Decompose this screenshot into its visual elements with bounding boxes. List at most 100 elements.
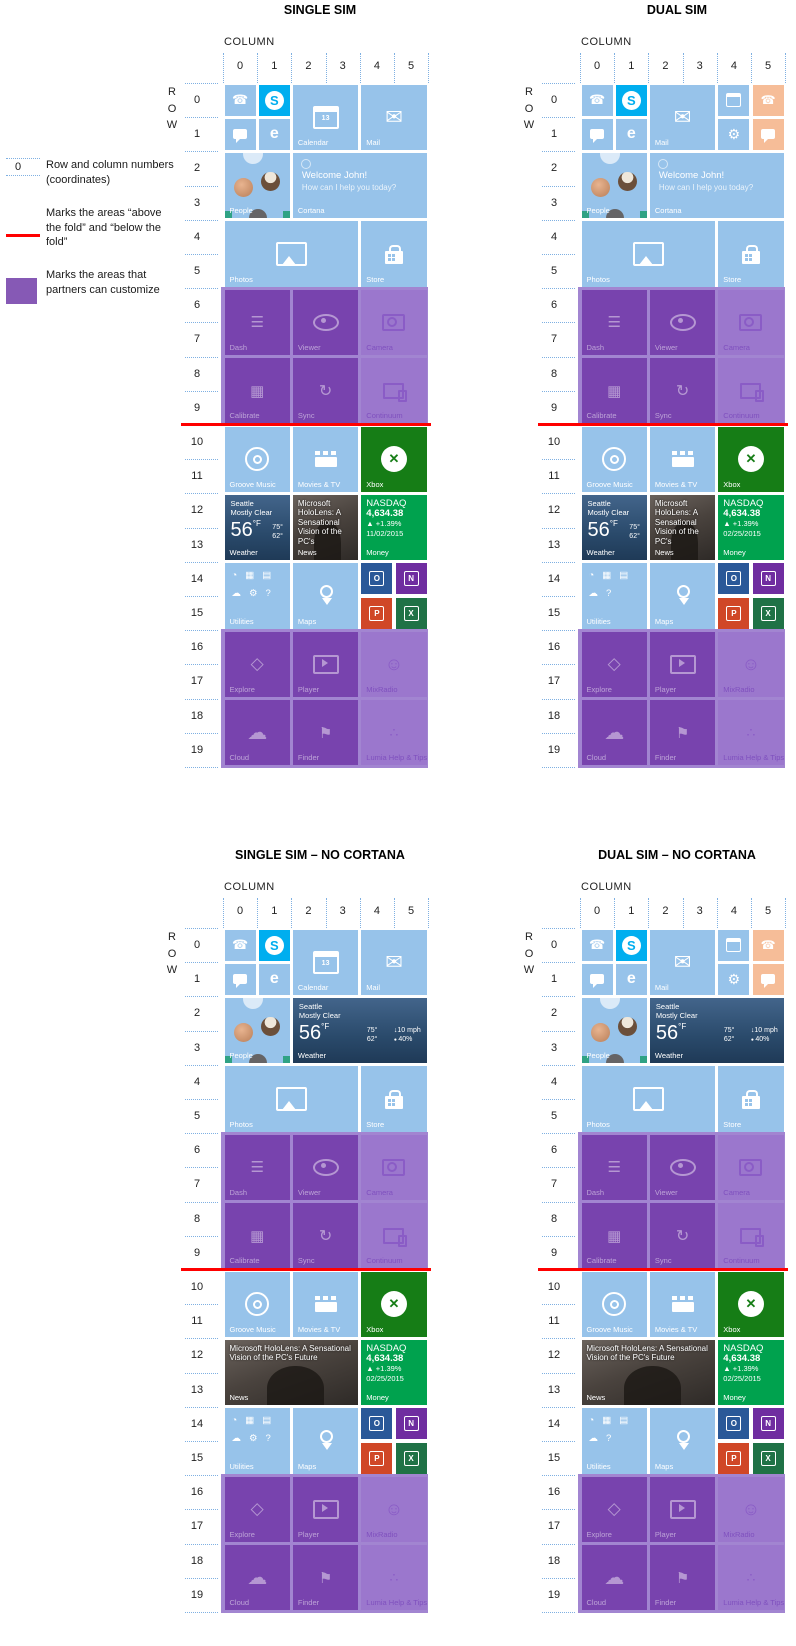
row-tick (185, 254, 218, 255)
tile-label: Cloud (586, 753, 607, 763)
sync-tile: ↻ Sync (649, 1203, 716, 1269)
money-value: 4,634.38 (723, 507, 761, 519)
weather-temp: 56°F (298, 1021, 330, 1044)
movies-tv-tile-icon (293, 1272, 358, 1337)
camera-tile-icon (718, 1135, 783, 1200)
legend: 0 Row and column numbers (coordinates) M… (6, 158, 184, 322)
row-number: 3 (550, 196, 558, 209)
phone-tile-icon: ☎ (225, 85, 256, 116)
camera-tile: Camera (718, 289, 784, 356)
tile-label: Store (366, 274, 385, 284)
row-tick (185, 1064, 218, 1066)
skype-tile-icon: S (616, 85, 647, 116)
store-bag-icon (384, 244, 403, 264)
weather-wind: 10 mph (751, 1026, 777, 1035)
row-number: 6 (550, 299, 558, 312)
row-tick (542, 493, 575, 495)
app-glyph-icon: ◇ (250, 1499, 264, 1519)
row-tick (542, 288, 575, 290)
store-tile-icon (718, 1066, 783, 1131)
cortana-greeting: Welcome John! (301, 169, 368, 181)
row-tick (185, 1030, 218, 1032)
office-icon-wrap: X (396, 1443, 427, 1474)
tile-label: Xbox (723, 1324, 741, 1334)
clapper-icon (671, 1296, 694, 1313)
maps-tile: Maps (649, 1408, 716, 1474)
app-glyph-icon: ↻ (318, 1227, 333, 1245)
column-tick (716, 53, 718, 83)
store-tile: Store (361, 1066, 427, 1132)
row-tick (185, 664, 218, 666)
row-number: 8 (550, 367, 558, 380)
row-number: 11 (191, 470, 203, 483)
tile-label: Cortana (297, 206, 325, 216)
weather-lo: 62° (366, 1035, 378, 1043)
row-number: 11 (548, 1315, 560, 1328)
row-axis-label: R (168, 931, 176, 943)
row-number: 4 (550, 1075, 558, 1088)
groove-music-tile-icon (225, 427, 290, 492)
column-number: 5 (408, 905, 415, 917)
tile-label: Groove Music (586, 1324, 633, 1334)
row-tick (185, 1201, 218, 1203)
app-glyph-icon: ∴ (746, 724, 756, 741)
edge-tile: e (258, 963, 290, 995)
finder-tile: ⚑ Finder (292, 1545, 359, 1611)
tile-label: Player (297, 685, 320, 695)
row-number: 19 (547, 743, 561, 756)
finder-tile-icon: ⚑ (293, 1545, 358, 1610)
explore-tile-icon: ◇ (582, 1477, 647, 1542)
eye-icon (669, 1158, 696, 1176)
utility-icon: ▦ (602, 1415, 612, 1427)
row-tick (185, 732, 218, 734)
tile-label: Groove Music (586, 479, 633, 489)
row-number: 11 (548, 470, 560, 483)
people-photo-pct (242, 152, 263, 164)
fold-line-key (6, 206, 46, 251)
weather-condition: Mostly Clear (655, 1010, 698, 1020)
player-tile-icon (293, 632, 358, 697)
tile-label: Cloud (229, 753, 250, 763)
tile-label: Viewer (297, 1188, 321, 1198)
phone-tile-icon: ☎ (225, 930, 256, 961)
tile-label: News (297, 548, 317, 558)
row-number: 17 (190, 675, 204, 688)
row-tick (542, 83, 575, 84)
messaging-tile-icon (225, 964, 256, 995)
row-axis-label: W (523, 964, 535, 976)
row-number: 4 (193, 1075, 201, 1088)
row-number: 9 (193, 1246, 201, 1259)
app-glyph-icon: ▦ (250, 1227, 265, 1245)
settings-tile: ⚙ (718, 118, 750, 150)
tile-label: Sync (654, 1256, 672, 1266)
tile-label: Store (366, 1119, 385, 1129)
row-number: 9 (550, 1246, 558, 1259)
row-number: 2 (550, 1007, 558, 1020)
layout-dual-sim: DUAL SIM COLUMN R O W 0 1 2 3 4 5 0 1 2 3 4 5 6 7 8 9 10 11 12 1… (517, 3, 796, 775)
messaging-tile (581, 963, 613, 995)
column-number: 3 (696, 60, 703, 72)
sync-tile-icon: ↻ (293, 1203, 358, 1268)
camera-tile: Camera (361, 1134, 427, 1201)
app-glyph-icon: ☺ (384, 653, 404, 674)
weather-tile: Seattle Mostly Clear 56°F 75° 62° Weather (224, 494, 290, 561)
column-tick (291, 53, 293, 83)
row-number: 7 (550, 1178, 558, 1191)
row-number: 15 (190, 1452, 204, 1464)
camera-icon (382, 1158, 406, 1176)
row-tick (542, 561, 575, 563)
camera-tile: Camera (718, 1134, 784, 1201)
dotted-tick-icon (6, 175, 40, 176)
app-glyph-icon: ◇ (607, 1499, 621, 1519)
player-tile: Player (649, 1476, 716, 1543)
weather-temp: 56°F (655, 1021, 687, 1044)
app-glyph-icon: ☺ (741, 1498, 761, 1519)
people-photo-pcu (605, 208, 624, 219)
row-tick (185, 1133, 218, 1135)
store-bag-icon (384, 1089, 403, 1109)
row-tick (542, 928, 575, 929)
row-tick (542, 1577, 575, 1579)
utilities-folder-tile: ◔ ▦ ▤ ☁? Utilities (581, 563, 647, 629)
money-block: NASDAQ 4,634.38 ▲ +1.39% 02/25/2015 (718, 495, 783, 560)
dash-tile-icon: ☰ (225, 1135, 290, 1200)
